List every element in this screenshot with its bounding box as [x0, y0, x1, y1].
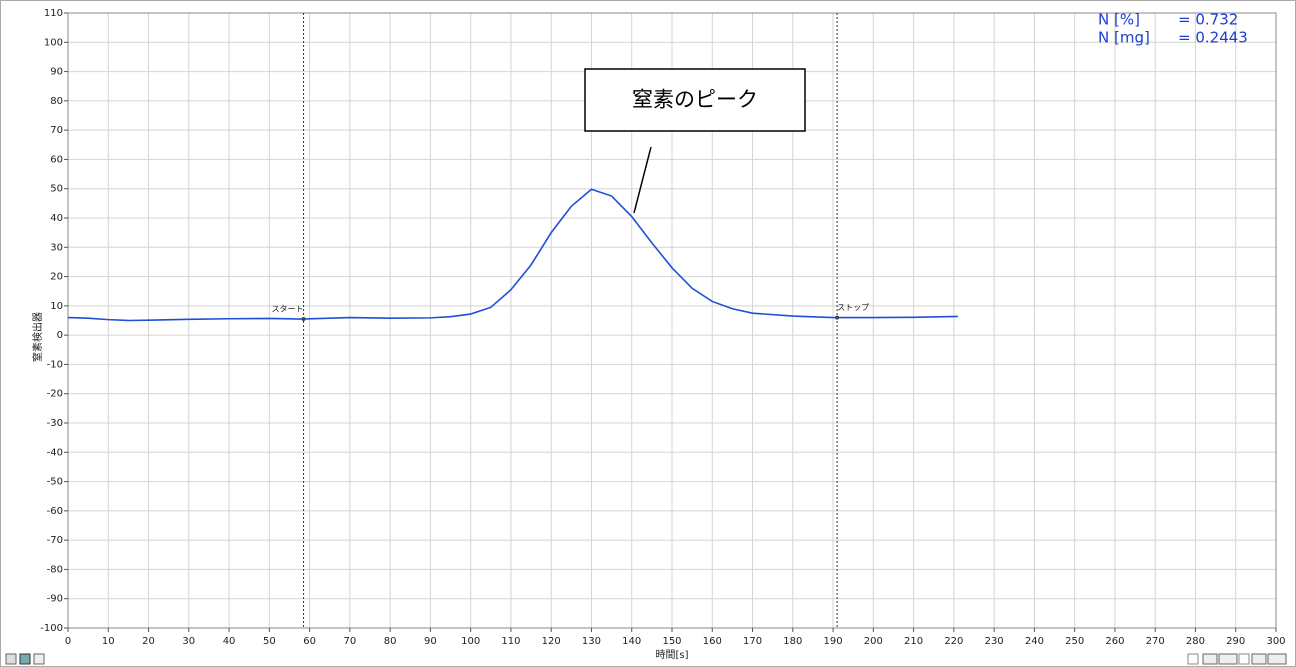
y-tick-label: -30 — [47, 418, 63, 429]
x-tick-label: 60 — [303, 636, 316, 647]
y-tick-label: 40 — [50, 213, 63, 224]
y-tick-label: 70 — [50, 125, 63, 136]
x-tick-label: 80 — [384, 636, 397, 647]
y-tick-label: 60 — [50, 154, 63, 165]
tool-icon[interactable] — [1187, 653, 1199, 665]
marker-label: ストップ — [837, 303, 869, 312]
tool-icon[interactable] — [5, 653, 17, 665]
tool-icon[interactable] — [1267, 653, 1287, 665]
readout-label: N [%] — [1098, 11, 1140, 29]
x-tick-label: 260 — [1105, 636, 1124, 647]
x-tick-label: 100 — [461, 636, 480, 647]
data-line — [67, 188, 958, 322]
x-tick-label: 70 — [343, 636, 356, 647]
plot: -100-90-80-70-60-50-40-30-20-10010203040… — [40, 8, 1285, 647]
x-tick-label: 230 — [985, 636, 1004, 647]
x-tick-label: 220 — [944, 636, 963, 647]
y-tick-label: 110 — [44, 8, 63, 19]
x-tick-label: 250 — [1065, 636, 1084, 647]
tool-icon[interactable] — [1251, 653, 1267, 665]
y-tick-label: -70 — [47, 535, 63, 546]
x-tick-label: 270 — [1146, 636, 1165, 647]
marker-point — [835, 315, 840, 320]
tool-icon[interactable] — [1202, 653, 1218, 665]
readout-value: = 0.2443 — [1178, 29, 1248, 47]
tool-icon[interactable] — [19, 653, 31, 665]
x-tick-label: 10 — [102, 636, 115, 647]
y-tick-label: -20 — [47, 389, 63, 400]
x-tick-label: 240 — [1025, 636, 1044, 647]
x-tick-label: 210 — [904, 636, 923, 647]
x-tick-label: 300 — [1266, 636, 1285, 647]
toolbar-left — [5, 653, 45, 665]
x-tick-label: 150 — [662, 636, 681, 647]
y-axis-label: 窒素検出器 — [31, 312, 44, 362]
y-tick-label: 50 — [50, 184, 63, 195]
x-tick-label: 0 — [65, 636, 71, 647]
x-tick-label: 280 — [1186, 636, 1205, 647]
y-tick-label: -50 — [47, 477, 63, 488]
marker-label: スタート — [272, 305, 304, 314]
x-tick-label: 110 — [501, 636, 520, 647]
y-tick-label: 100 — [44, 37, 63, 48]
annotation-pointer — [633, 146, 652, 214]
x-tick-label: 200 — [864, 636, 883, 647]
x-tick-label: 120 — [542, 636, 561, 647]
y-tick-label: 90 — [50, 67, 63, 78]
y-tick-label: -60 — [47, 506, 63, 517]
readout-label: N [mg] — [1098, 29, 1150, 47]
x-tick-label: 160 — [703, 636, 722, 647]
x-axis-label: 時間[s] — [655, 649, 688, 661]
x-tick-label: 40 — [223, 636, 236, 647]
y-tick-label: 10 — [50, 301, 63, 312]
x-tick-label: 290 — [1226, 636, 1245, 647]
x-tick-label: 20 — [142, 636, 155, 647]
marker-point — [301, 317, 306, 322]
x-tick-label: 190 — [824, 636, 843, 647]
tool-icon[interactable] — [1218, 653, 1238, 665]
y-tick-label: 20 — [50, 272, 63, 283]
y-tick-label: -40 — [47, 447, 63, 458]
y-tick-label: -10 — [47, 359, 63, 370]
y-tick-label: 80 — [50, 96, 63, 107]
y-tick-label: -90 — [47, 594, 63, 605]
y-tick-label: -100 — [40, 623, 63, 634]
annotation-box — [584, 68, 806, 132]
x-tick-label: 170 — [743, 636, 762, 647]
tool-icon[interactable] — [1238, 653, 1250, 665]
tool-icon[interactable] — [33, 653, 45, 665]
x-tick-label: 130 — [582, 636, 601, 647]
y-tick-label: 0 — [57, 330, 63, 341]
x-tick-label: 50 — [263, 636, 276, 647]
x-tick-label: 140 — [622, 636, 641, 647]
toolbar-right — [1187, 653, 1287, 665]
x-tick-label: 90 — [424, 636, 437, 647]
annotation-text: 窒素のピーク — [632, 88, 758, 112]
y-tick-label: -80 — [47, 564, 63, 575]
x-tick-label: 30 — [182, 636, 195, 647]
x-tick-label: 180 — [783, 636, 802, 647]
readout-value: = 0.732 — [1178, 11, 1238, 29]
y-tick-label: 30 — [50, 242, 63, 253]
